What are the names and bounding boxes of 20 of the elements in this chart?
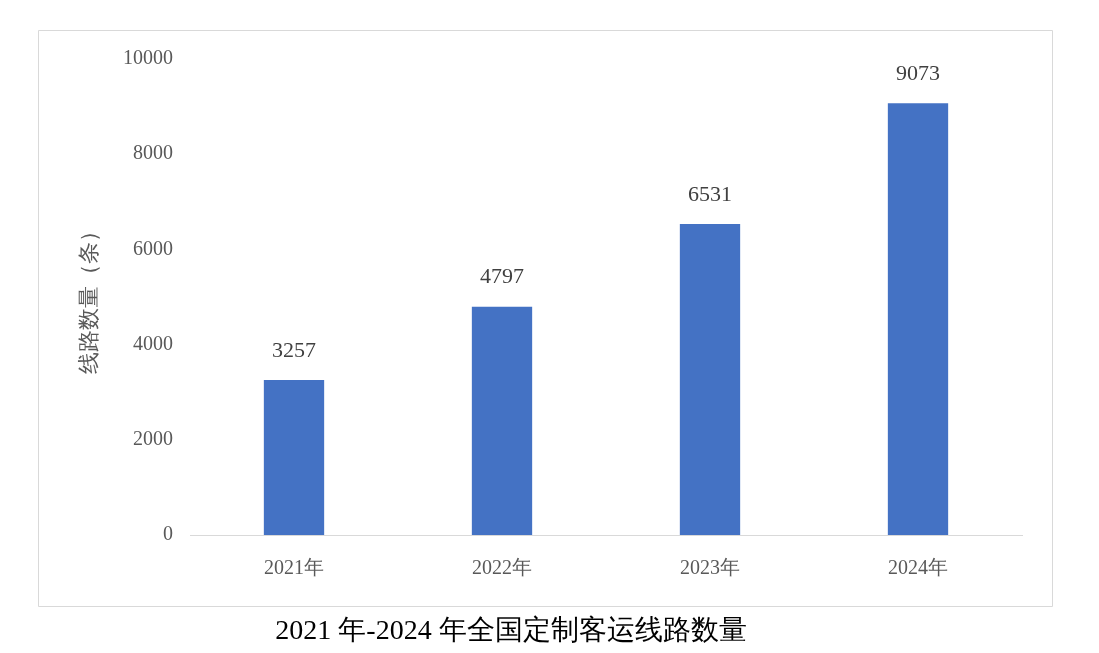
x-tick-label: 2022年 xyxy=(472,556,532,579)
bar xyxy=(471,306,533,535)
y-tick-label: 10000 xyxy=(123,46,173,69)
y-tick-label: 6000 xyxy=(133,236,173,259)
bar xyxy=(887,103,949,535)
y-tick-label: 4000 xyxy=(133,331,173,354)
bar xyxy=(263,379,325,535)
y-tick-label: 0 xyxy=(163,522,173,545)
y-tick-label: 8000 xyxy=(133,141,173,164)
x-tick-label: 2021年 xyxy=(264,556,324,579)
data-label: 4797 xyxy=(480,263,524,289)
x-tick-label: 2024年 xyxy=(888,556,948,579)
y-axis-title: 线路数量（条） xyxy=(75,220,101,374)
x-tick-label: 2023年 xyxy=(680,556,740,579)
bar xyxy=(679,224,741,535)
data-label: 9073 xyxy=(896,59,940,85)
data-label: 6531 xyxy=(688,180,732,206)
data-label: 3257 xyxy=(272,336,316,362)
y-tick-label: 2000 xyxy=(133,427,173,450)
text: 2021 年-2024 年全国定制客运线路数量 xyxy=(275,613,747,645)
